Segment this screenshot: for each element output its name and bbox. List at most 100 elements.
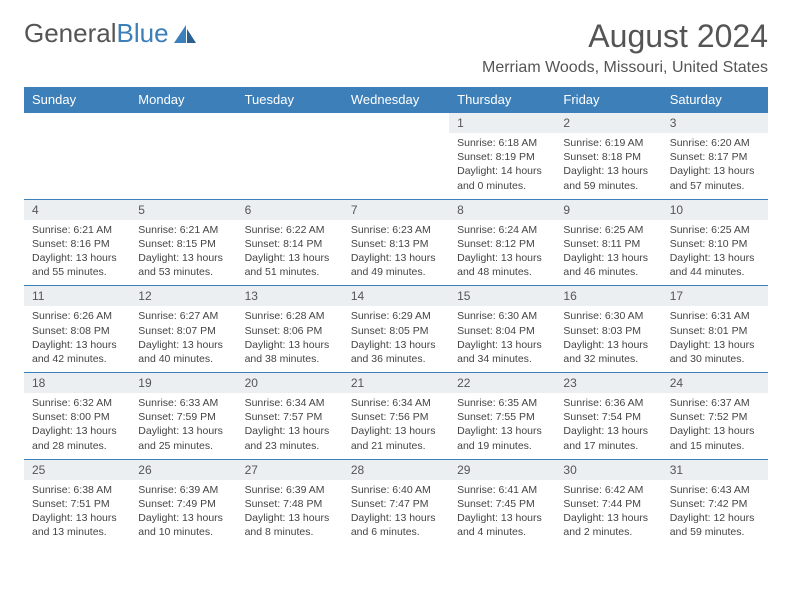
- sunrise-text: Sunrise: 6:22 AM: [245, 223, 335, 237]
- day-info-cell: Sunrise: 6:30 AMSunset: 8:03 PMDaylight:…: [555, 306, 661, 372]
- sunset-text: Sunset: 8:13 PM: [351, 237, 441, 251]
- day-info-cell: Sunrise: 6:29 AMSunset: 8:05 PMDaylight:…: [343, 306, 449, 372]
- day-info-cell: [24, 133, 130, 199]
- day-info-cell: Sunrise: 6:34 AMSunset: 7:56 PMDaylight:…: [343, 393, 449, 459]
- day-info-cell: Sunrise: 6:35 AMSunset: 7:55 PMDaylight:…: [449, 393, 555, 459]
- day-info-cell: Sunrise: 6:24 AMSunset: 8:12 PMDaylight:…: [449, 220, 555, 286]
- sunrise-text: Sunrise: 6:18 AM: [457, 136, 547, 150]
- day-number-cell: 17: [662, 286, 768, 307]
- daylight-text: Daylight: 13 hours and 19 minutes.: [457, 424, 547, 452]
- sunrise-text: Sunrise: 6:39 AM: [138, 483, 228, 497]
- sunset-text: Sunset: 8:01 PM: [670, 324, 760, 338]
- day-number-cell: 14: [343, 286, 449, 307]
- sunrise-text: Sunrise: 6:34 AM: [351, 396, 441, 410]
- daylight-text: Daylight: 12 hours and 59 minutes.: [670, 511, 760, 539]
- day-header: Saturday: [662, 87, 768, 113]
- location: Merriam Woods, Missouri, United States: [482, 59, 768, 77]
- day-info-cell: Sunrise: 6:39 AMSunset: 7:48 PMDaylight:…: [237, 480, 343, 546]
- day-header: Tuesday: [237, 87, 343, 113]
- day-number-cell: 24: [662, 373, 768, 394]
- day-number-cell: 1: [449, 113, 555, 134]
- day-number-cell: 10: [662, 199, 768, 220]
- daylight-text: Daylight: 13 hours and 48 minutes.: [457, 251, 547, 279]
- day-number-cell: 13: [237, 286, 343, 307]
- day-number-cell: 22: [449, 373, 555, 394]
- day-info-cell: Sunrise: 6:30 AMSunset: 8:04 PMDaylight:…: [449, 306, 555, 372]
- sunrise-text: Sunrise: 6:38 AM: [32, 483, 122, 497]
- daylight-text: Daylight: 13 hours and 6 minutes.: [351, 511, 441, 539]
- sunrise-text: Sunrise: 6:30 AM: [563, 309, 653, 323]
- sunset-text: Sunset: 8:15 PM: [138, 237, 228, 251]
- sunset-text: Sunset: 8:12 PM: [457, 237, 547, 251]
- day-header: Wednesday: [343, 87, 449, 113]
- day-info-cell: Sunrise: 6:42 AMSunset: 7:44 PMDaylight:…: [555, 480, 661, 546]
- day-number-cell: 28: [343, 459, 449, 480]
- week-daynum-row: 11121314151617: [24, 286, 768, 307]
- daylight-text: Daylight: 13 hours and 13 minutes.: [32, 511, 122, 539]
- logo-text-blue: Blue: [117, 18, 169, 49]
- daylight-text: Daylight: 13 hours and 28 minutes.: [32, 424, 122, 452]
- day-number-cell: 9: [555, 199, 661, 220]
- daylight-text: Daylight: 13 hours and 38 minutes.: [245, 338, 335, 366]
- daylight-text: Daylight: 13 hours and 51 minutes.: [245, 251, 335, 279]
- day-info-cell: Sunrise: 6:41 AMSunset: 7:45 PMDaylight:…: [449, 480, 555, 546]
- daylight-text: Daylight: 13 hours and 15 minutes.: [670, 424, 760, 452]
- daylight-text: Daylight: 13 hours and 34 minutes.: [457, 338, 547, 366]
- daylight-text: Daylight: 13 hours and 2 minutes.: [563, 511, 653, 539]
- sunset-text: Sunset: 7:49 PM: [138, 497, 228, 511]
- sunset-text: Sunset: 7:52 PM: [670, 410, 760, 424]
- day-number-cell: 26: [130, 459, 236, 480]
- sunrise-text: Sunrise: 6:42 AM: [563, 483, 653, 497]
- daylight-text: Daylight: 13 hours and 44 minutes.: [670, 251, 760, 279]
- day-info-cell: Sunrise: 6:25 AMSunset: 8:10 PMDaylight:…: [662, 220, 768, 286]
- sunset-text: Sunset: 8:19 PM: [457, 150, 547, 164]
- day-number-cell: [130, 113, 236, 134]
- sunset-text: Sunset: 8:05 PM: [351, 324, 441, 338]
- day-number-cell: 19: [130, 373, 236, 394]
- day-info-cell: [343, 133, 449, 199]
- sunrise-text: Sunrise: 6:19 AM: [563, 136, 653, 150]
- day-info-cell: Sunrise: 6:40 AMSunset: 7:47 PMDaylight:…: [343, 480, 449, 546]
- daylight-text: Daylight: 13 hours and 25 minutes.: [138, 424, 228, 452]
- week-daynum-row: 45678910: [24, 199, 768, 220]
- sunset-text: Sunset: 7:55 PM: [457, 410, 547, 424]
- daylight-text: Daylight: 13 hours and 23 minutes.: [245, 424, 335, 452]
- day-number-cell: 12: [130, 286, 236, 307]
- day-info-cell: Sunrise: 6:27 AMSunset: 8:07 PMDaylight:…: [130, 306, 236, 372]
- sunset-text: Sunset: 7:48 PM: [245, 497, 335, 511]
- sunrise-text: Sunrise: 6:34 AM: [245, 396, 335, 410]
- sunset-text: Sunset: 7:57 PM: [245, 410, 335, 424]
- sunset-text: Sunset: 7:45 PM: [457, 497, 547, 511]
- day-number-cell: 15: [449, 286, 555, 307]
- day-info-cell: Sunrise: 6:32 AMSunset: 8:00 PMDaylight:…: [24, 393, 130, 459]
- day-number-cell: 31: [662, 459, 768, 480]
- day-info-cell: Sunrise: 6:38 AMSunset: 7:51 PMDaylight:…: [24, 480, 130, 546]
- week-daynum-row: 18192021222324: [24, 373, 768, 394]
- sunset-text: Sunset: 8:14 PM: [245, 237, 335, 251]
- sunrise-text: Sunrise: 6:28 AM: [245, 309, 335, 323]
- sunrise-text: Sunrise: 6:29 AM: [351, 309, 441, 323]
- day-info-cell: Sunrise: 6:25 AMSunset: 8:11 PMDaylight:…: [555, 220, 661, 286]
- sunset-text: Sunset: 8:00 PM: [32, 410, 122, 424]
- daylight-text: Daylight: 13 hours and 40 minutes.: [138, 338, 228, 366]
- sunrise-text: Sunrise: 6:26 AM: [32, 309, 122, 323]
- day-info-cell: Sunrise: 6:33 AMSunset: 7:59 PMDaylight:…: [130, 393, 236, 459]
- daylight-text: Daylight: 13 hours and 32 minutes.: [563, 338, 653, 366]
- daylight-text: Daylight: 13 hours and 42 minutes.: [32, 338, 122, 366]
- day-number-cell: 20: [237, 373, 343, 394]
- sunrise-text: Sunrise: 6:37 AM: [670, 396, 760, 410]
- day-info-cell: Sunrise: 6:23 AMSunset: 8:13 PMDaylight:…: [343, 220, 449, 286]
- daylight-text: Daylight: 13 hours and 53 minutes.: [138, 251, 228, 279]
- day-header: Thursday: [449, 87, 555, 113]
- daylight-text: Daylight: 13 hours and 49 minutes.: [351, 251, 441, 279]
- day-number-cell: 5: [130, 199, 236, 220]
- day-number-cell: 4: [24, 199, 130, 220]
- sunrise-text: Sunrise: 6:31 AM: [670, 309, 760, 323]
- day-number-cell: 23: [555, 373, 661, 394]
- sunrise-text: Sunrise: 6:35 AM: [457, 396, 547, 410]
- daylight-text: Daylight: 13 hours and 59 minutes.: [563, 164, 653, 192]
- sunrise-text: Sunrise: 6:25 AM: [670, 223, 760, 237]
- day-info-cell: Sunrise: 6:31 AMSunset: 8:01 PMDaylight:…: [662, 306, 768, 372]
- sunset-text: Sunset: 8:18 PM: [563, 150, 653, 164]
- day-number-cell: 11: [24, 286, 130, 307]
